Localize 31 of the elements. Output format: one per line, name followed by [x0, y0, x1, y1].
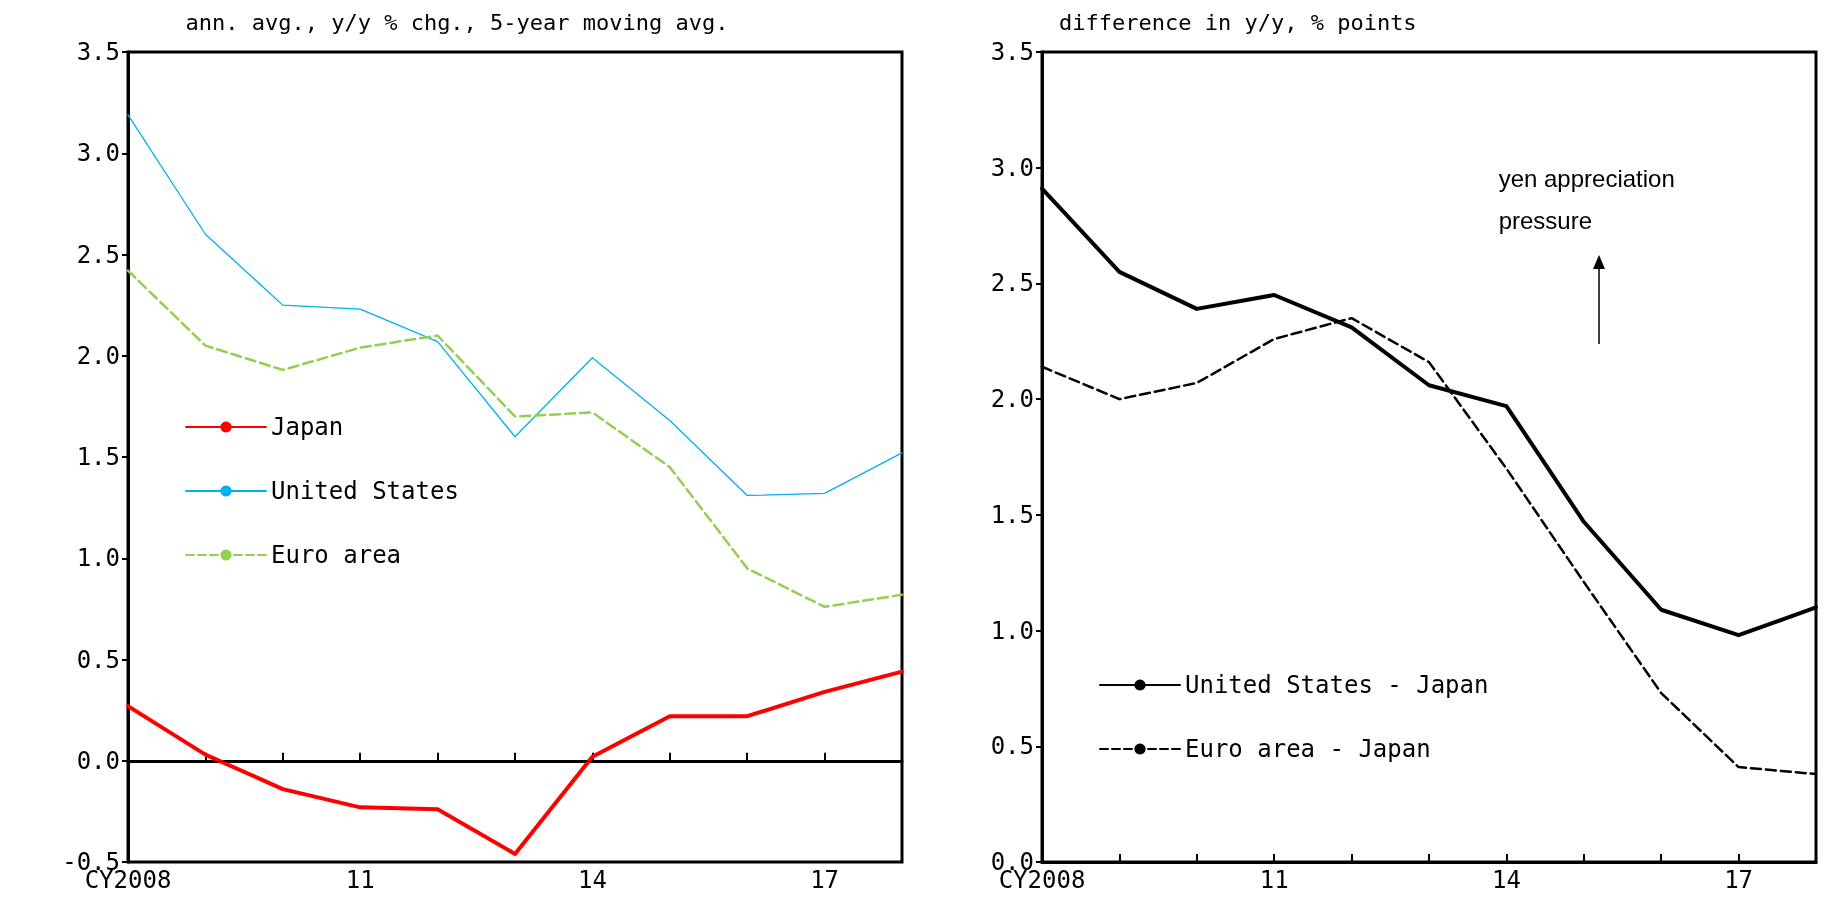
legend-label: Euro area - Japan	[1185, 735, 1431, 763]
y-tick-label: 0.5	[990, 732, 1034, 761]
chart-title: ann. avg., y/y % chg., 5-year moving avg.	[185, 9, 729, 35]
y-tick-label: 2.0	[76, 341, 120, 370]
legend-label: United States	[271, 477, 459, 505]
line-series	[126, 269, 904, 609]
y-tick-label: 3.0	[76, 139, 120, 168]
y-tick-label: 1.5	[76, 443, 120, 471]
legend-label: Japan	[271, 413, 344, 441]
y-tick-label: 0.5	[76, 645, 120, 674]
legend-label: United States - Japan	[1185, 671, 1489, 699]
x-tick-label: 14	[1491, 866, 1521, 894]
legend-label: Euro area	[271, 541, 402, 569]
chart-title: difference in y/y, % points	[1059, 9, 1417, 35]
x-tick-label: 11	[345, 866, 375, 894]
y-tick-label: 3.5	[990, 38, 1034, 66]
y-tick-label: 3.0	[990, 153, 1034, 182]
annotation: yen appreciation pressure	[1498, 164, 1682, 234]
x-tick-label: 11	[1259, 866, 1289, 894]
y-tick-label: 3.5	[76, 38, 120, 66]
y-tick-label: 1.0	[990, 616, 1034, 645]
y-tick-label: 2.0	[990, 385, 1034, 414]
x-tick-label: 17	[1724, 866, 1754, 894]
y-tick-label: 1.5	[990, 500, 1034, 529]
y-tick-label: 1.0	[76, 544, 120, 573]
y-tick-label: 2.5	[76, 240, 120, 269]
y-tick-label: 2.5	[990, 269, 1034, 298]
line-series	[127, 114, 903, 497]
x-tick-label: 14	[577, 866, 607, 894]
y-tick-label: 0.0	[76, 746, 120, 775]
x-tick-label: 17	[810, 866, 840, 894]
